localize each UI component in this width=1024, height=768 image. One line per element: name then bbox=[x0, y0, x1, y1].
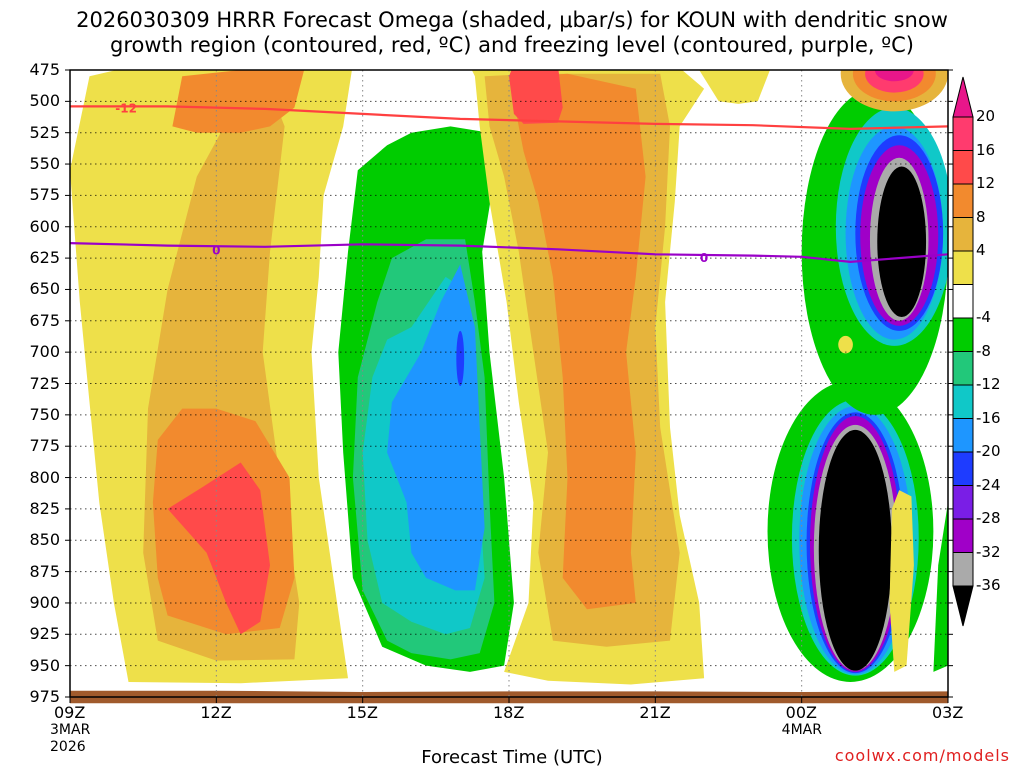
x-tick-label-15: 00Z bbox=[785, 703, 817, 722]
x-tick-label-12: 21Z bbox=[639, 703, 671, 722]
colorbar-label-8: -16 bbox=[976, 408, 1001, 427]
x-tick-label-9: 18Z bbox=[493, 703, 525, 722]
x-axis-label: Forecast Time (UTC) bbox=[421, 747, 603, 768]
colorbar-label-2: 12 bbox=[976, 174, 996, 192]
y-tick-label-600: 600 bbox=[29, 216, 60, 236]
y-tick-label-550: 550 bbox=[29, 154, 60, 174]
freezing-contour-label-2: 0 bbox=[700, 251, 708, 265]
omega-upper-orange-1 bbox=[172, 70, 305, 133]
y-tick-label-825: 825 bbox=[29, 498, 60, 518]
y-tick-label-725: 725 bbox=[29, 373, 60, 393]
colorbar-bottom-arrow bbox=[952, 585, 974, 627]
chart-title-line2: growth region (contoured, red, ºC) and f… bbox=[110, 33, 914, 57]
omega-yellow-band-2 bbox=[889, 490, 914, 672]
y-tick-label-475: 475 bbox=[29, 60, 60, 79]
colorbar-bin-6 bbox=[952, 317, 974, 352]
colorbar-label-11: -28 bbox=[976, 509, 1001, 527]
colorbar-bin-10 bbox=[952, 451, 974, 486]
colorbar-bin-4 bbox=[952, 250, 974, 285]
omega-yellow-band-2 bbox=[838, 335, 853, 354]
colorbar-label-7: -12 bbox=[976, 375, 1001, 393]
y-tick-label-975: 975 bbox=[29, 687, 60, 706]
colorbar-bin-0 bbox=[952, 116, 974, 151]
colorbar-label-3: 8 bbox=[976, 207, 986, 226]
colorbar-label-10: -24 bbox=[976, 475, 1001, 494]
colorbar-label-12: -32 bbox=[976, 542, 1001, 561]
omega-orange-region-4 bbox=[513, 73, 646, 610]
colorbar-bin-12 bbox=[952, 518, 974, 553]
y-tick-label-750: 750 bbox=[29, 404, 60, 424]
y-tick-label-900: 900 bbox=[29, 592, 60, 612]
colorbar-bin-1 bbox=[952, 150, 974, 185]
omega-green-band bbox=[933, 502, 948, 672]
y-tick-label-925: 925 bbox=[29, 624, 60, 644]
colorbar-label-1: 16 bbox=[976, 140, 996, 159]
x-tick-label-6: 15Z bbox=[346, 703, 378, 722]
x-tick-sublabel-0-0: 3MAR bbox=[50, 722, 91, 738]
omega-upper-yellow-3 bbox=[699, 70, 770, 104]
x-tick-label-0: 09Z bbox=[54, 703, 86, 722]
colorbar-bin-13 bbox=[952, 552, 974, 587]
y-tick-label-875: 875 bbox=[29, 561, 60, 581]
x-tick-sublabel-15-0: 4MAR bbox=[781, 722, 822, 738]
omega-red-max-2 bbox=[509, 70, 563, 124]
colorbar-bin-5 bbox=[952, 284, 974, 319]
y-tick-label-575: 575 bbox=[29, 185, 60, 205]
omega-field bbox=[70, 70, 948, 685]
omega-blue-min bbox=[456, 330, 465, 387]
colorbar-label-13: -36 bbox=[976, 576, 1001, 594]
freezing-contour-label-1: 0 bbox=[212, 243, 220, 257]
y-tick-label-775: 775 bbox=[29, 436, 60, 456]
colorbar-label-4: 4 bbox=[976, 241, 986, 259]
y-tick-label-700: 700 bbox=[29, 342, 60, 362]
colorbar-bin-9 bbox=[952, 418, 974, 453]
omega-red-max-1 bbox=[167, 462, 270, 635]
colorbar-bin-3 bbox=[952, 217, 974, 252]
colorbar-label-6: -8 bbox=[976, 341, 991, 360]
x-tick-sublabel-0-1: 2026 bbox=[50, 739, 86, 755]
y-tick-label-800: 800 bbox=[29, 467, 60, 487]
dendritic-contour-label: -12 bbox=[115, 102, 137, 116]
colorbar-bin-11 bbox=[952, 485, 974, 520]
colorbar-top-arrow bbox=[952, 76, 974, 118]
y-tick-label-525: 525 bbox=[29, 122, 60, 142]
credit-text: coolwx.com/models bbox=[834, 746, 1010, 765]
y-tick-label-950: 950 bbox=[29, 655, 60, 675]
y-tick-label-500: 500 bbox=[29, 91, 60, 111]
omega-upper-negative-cell bbox=[877, 166, 927, 318]
omega-lower-negative-cell bbox=[818, 429, 892, 671]
colorbar-label-9: -20 bbox=[976, 442, 1001, 460]
omega-top-magenta-cell bbox=[874, 70, 914, 82]
y-tick-label-850: 850 bbox=[29, 530, 60, 550]
colorbar-bin-2 bbox=[952, 183, 974, 218]
colorbar-bin-8 bbox=[952, 384, 974, 419]
x-tick-label-3: 12Z bbox=[200, 703, 232, 722]
y-tick-label-675: 675 bbox=[29, 310, 60, 330]
colorbar-label-5: -4 bbox=[976, 308, 991, 326]
y-tick-label-650: 650 bbox=[29, 279, 60, 299]
chart-title-line1: 2026030309 HRRR Forecast Omega (shaded, … bbox=[76, 8, 948, 32]
dendritic-contour-line bbox=[70, 105, 949, 131]
freezing-level-contour-line bbox=[69, 242, 949, 264]
colorbar-bin-7 bbox=[952, 351, 974, 386]
y-tick-label-625: 625 bbox=[29, 248, 60, 268]
x-tick-label-18: 03Z bbox=[932, 703, 964, 722]
colorbar-label-0: 20 bbox=[976, 107, 996, 125]
